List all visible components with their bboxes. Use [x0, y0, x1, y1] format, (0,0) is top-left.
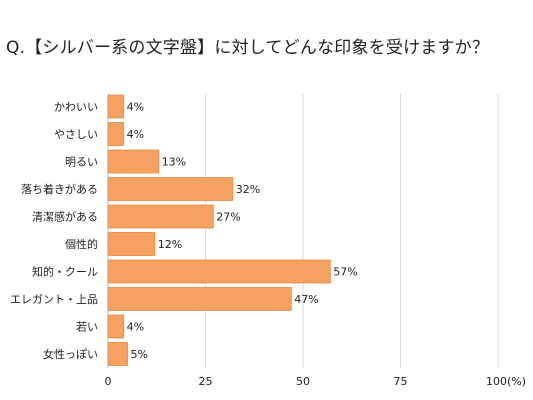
data-label: 4% — [127, 321, 144, 334]
bar — [107, 94, 125, 119]
bar — [107, 287, 292, 311]
x-tick-label: 100(%) — [486, 375, 526, 388]
data-label: 47% — [294, 293, 318, 306]
data-label: 13% — [162, 156, 186, 169]
category-label: 若い — [76, 321, 98, 334]
x-tick-label: 50 — [296, 375, 310, 388]
data-label: 5% — [131, 348, 148, 361]
category-label: やさしい — [54, 128, 98, 141]
chart-title: Q.【シルバー系の文字盤】に対してどんな印象を受けますか？ — [6, 38, 490, 58]
data-label: 57% — [333, 266, 357, 279]
data-label: 27% — [216, 211, 240, 224]
data-label: 12% — [158, 238, 182, 251]
category-label: エレガント・上品 — [10, 293, 98, 306]
grid-lines — [107, 94, 499, 368]
bar — [107, 122, 125, 146]
bar — [107, 314, 125, 339]
category-label: 女性っぽい — [43, 347, 98, 361]
data-label: 4% — [127, 128, 144, 141]
category-label: 落ち着きがある — [21, 182, 98, 196]
x-tick-label: 25 — [199, 375, 213, 388]
category-label: 清潔感がある — [32, 210, 98, 224]
bar — [107, 342, 128, 366]
bars — [107, 94, 331, 366]
category-label: 個性的 — [65, 237, 98, 251]
bar — [107, 204, 214, 229]
x-tick-label: 75 — [394, 375, 408, 388]
bar — [107, 149, 160, 174]
category-label: 明るい — [65, 156, 98, 169]
bar — [107, 259, 331, 284]
category-label: かわいい — [54, 101, 98, 114]
bar — [107, 232, 156, 256]
x-tick-label: 0 — [105, 375, 112, 388]
labels: 0 25 50 75 100(%) かわいい 4% やさしい 4% 明るい 13% 落ち着きがある 32… — [10, 101, 526, 389]
category-label: 知的・クール — [32, 265, 98, 279]
data-label: 4% — [127, 101, 144, 114]
bar — [107, 177, 234, 201]
data-label: 32% — [236, 183, 260, 196]
